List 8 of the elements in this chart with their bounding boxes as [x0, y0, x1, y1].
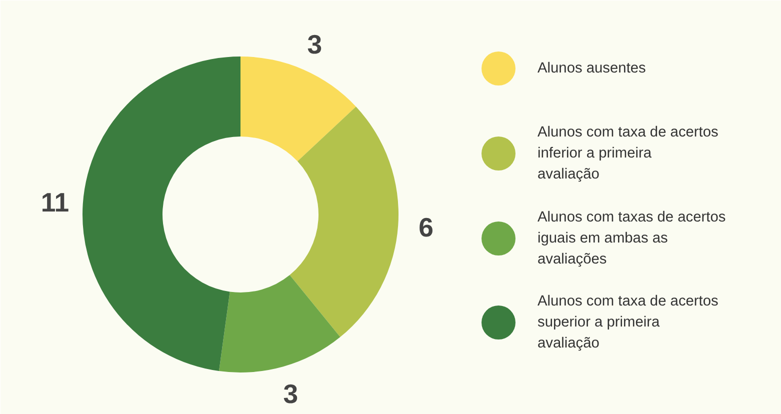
data-label: 3 [283, 379, 298, 410]
data-label: 6 [418, 212, 434, 243]
legend-label: Alunos com taxas de acertos iguais em ambas as avaliações [538, 210, 726, 268]
legend-label: Alunos ausentes [538, 60, 646, 76]
data-label: 3 [307, 29, 322, 60]
legend-label: Alunos com taxa de acertos superior a primeira avaliação [538, 294, 718, 352]
data-label: 11 [40, 187, 70, 218]
legend-label: Alunos com taxa de acertos inferior a primeira avaliação [538, 124, 718, 182]
